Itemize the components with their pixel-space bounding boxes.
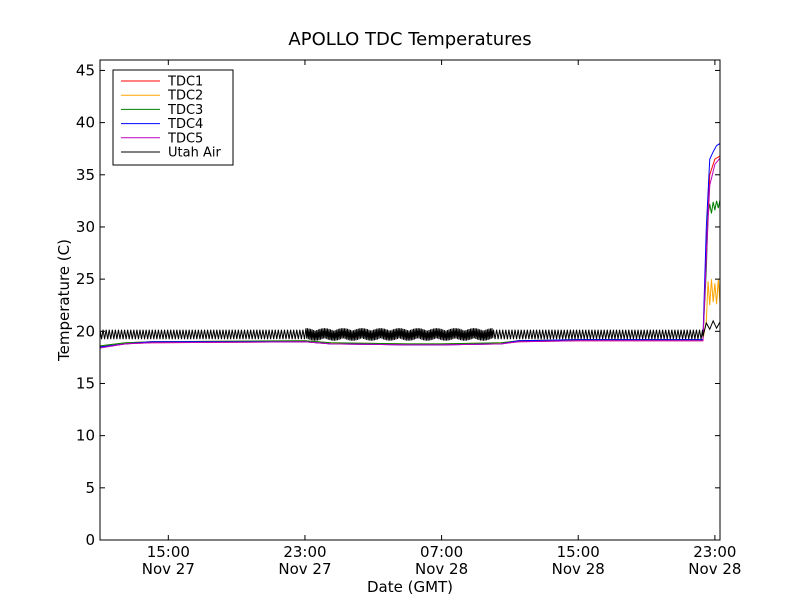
legend-box	[112, 69, 234, 166]
series-layer	[100, 143, 720, 349]
legend-label: TDC5	[167, 131, 203, 146]
series-line-tdc4	[100, 143, 720, 348]
x-tick-time-label: 07:00	[420, 543, 463, 561]
legend-label: TDC2	[167, 89, 203, 104]
chart-title: APOLLO TDC Temperatures	[288, 29, 531, 50]
x-tick-date-label: Nov 27	[142, 560, 195, 578]
legend-label: TDC1	[167, 75, 203, 90]
legend-label: TDC4	[167, 117, 203, 132]
x-tick-date-label: Nov 28	[415, 560, 468, 578]
series-line-tdc3	[100, 199, 720, 347]
y-tick-label: 30	[76, 218, 95, 236]
y-tick-label: 0	[85, 531, 95, 549]
x-axis-label: Date (GMT)	[367, 578, 453, 596]
x-tick-date-label: Nov 27	[278, 560, 331, 578]
y-axis: 0 5 10 15 20 25 30 35 40 45	[76, 61, 720, 549]
legend-label: Utah Air	[168, 146, 221, 161]
x-tick-date-label: Nov 28	[552, 560, 605, 578]
y-tick-label: 15	[76, 374, 95, 392]
y-tick-label: 5	[85, 479, 95, 497]
y-tick-label: 10	[76, 427, 95, 445]
legend-label: TDC3	[167, 103, 203, 118]
y-axis-label: Temperature (C)	[55, 239, 73, 362]
series-line-tdc5	[100, 157, 720, 349]
x-tick-time-label: 23:00	[693, 543, 736, 561]
y-tick-label: 35	[76, 166, 95, 184]
y-tick-label: 45	[76, 61, 95, 79]
x-tick-date-label: Nov 28	[688, 560, 741, 578]
series-line-tdc1	[100, 155, 720, 348]
plot-frame	[99, 59, 721, 541]
x-tick-time-label: 15:00	[557, 543, 600, 561]
y-tick-label: 40	[76, 114, 95, 132]
x-tick-time-label: 15:00	[147, 543, 190, 561]
series-line-utah-air	[100, 319, 720, 341]
x-tick-time-label: 23:00	[283, 543, 326, 561]
y-tick-label: 20	[76, 322, 95, 340]
y-tick-label: 25	[76, 270, 95, 288]
